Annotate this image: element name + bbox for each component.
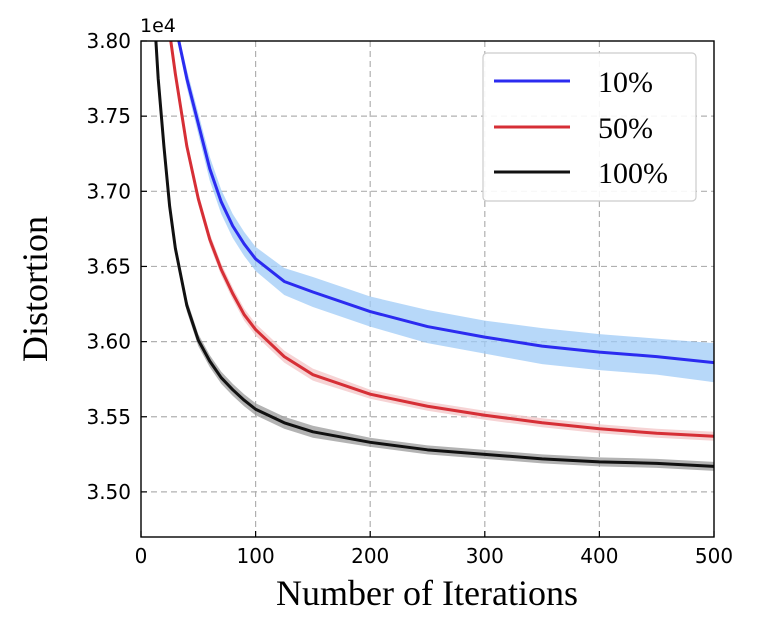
y-offset-label: 1e4 <box>140 15 176 37</box>
x-tick-label: 400 <box>580 544 618 568</box>
legend-label-10pct: 10% <box>598 66 653 99</box>
plot-frame <box>140 40 715 538</box>
x-tick-label: 0 <box>135 544 148 568</box>
series-line-layer <box>154 41 714 468</box>
y-tick-label: 3.75 <box>86 104 131 128</box>
line-50pct <box>169 41 714 438</box>
x-axis-title: Number of Iterations <box>276 573 578 613</box>
x-tick-label: 300 <box>466 544 504 568</box>
y-tick-label: 3.55 <box>86 405 131 429</box>
y-axis-title: Distortion <box>15 216 55 362</box>
band-10pct <box>178 41 714 383</box>
y-tick-label: 3.70 <box>86 179 131 203</box>
legend-box <box>482 52 697 202</box>
legend-label-50pct: 50% <box>598 112 653 145</box>
y-tick-label: 3.60 <box>86 330 131 354</box>
line-100pct <box>154 41 714 468</box>
y-tick-label: 3.80 <box>86 29 131 53</box>
tick-layer: 0 100 200 300 400 500 3.50 3.55 3.60 3.65 3.70 3.75… <box>86 29 733 568</box>
confidence-band-layer <box>155 41 714 471</box>
line-10pct <box>177 41 714 365</box>
x-tick-label: 500 <box>695 544 733 568</box>
y-tick-label: 3.65 <box>86 254 131 278</box>
x-tick-label: 200 <box>351 544 389 568</box>
y-tick-label: 3.50 <box>86 480 131 504</box>
legend: 10% 50% 100% <box>482 52 697 202</box>
legend-label-100pct: 100% <box>598 157 668 190</box>
x-tick-label: 100 <box>237 544 275 568</box>
